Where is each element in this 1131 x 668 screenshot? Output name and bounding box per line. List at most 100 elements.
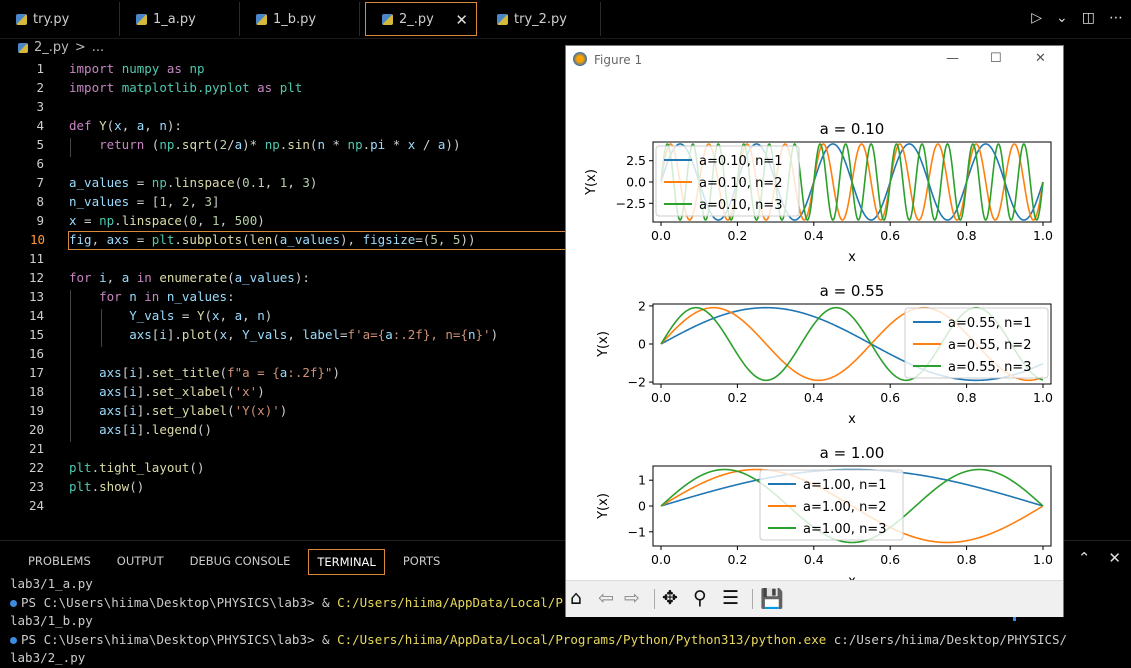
- code-line: 20 axs[i].legend(): [28, 422, 213, 437]
- split-editor-icon[interactable]: ◫: [1081, 10, 1095, 26]
- x-tick-label: 0.2: [727, 228, 747, 243]
- maximize-panel-icon[interactable]: ⌃: [1077, 549, 1091, 567]
- figure-titlebar: Figure 1 — ☐ ✕: [566, 46, 1063, 74]
- y-tick-label: 0: [638, 499, 646, 514]
- tab-ports[interactable]: PORTS: [402, 554, 441, 568]
- status-dot: [10, 599, 17, 607]
- editor-actions: ▷ ⌄ ◫ ⋯: [1031, 10, 1123, 26]
- x-tick-label: 0.0: [651, 228, 671, 243]
- close-icon[interactable]: ✕: [455, 11, 468, 29]
- legend-box: [759, 469, 904, 541]
- x-tick-label: 0.8: [957, 228, 977, 243]
- y-tick-label: −2.5: [616, 196, 646, 211]
- code-line: 18 axs[i].set_xlabel('x'): [28, 384, 265, 399]
- y-axis-label: Y(x): [596, 331, 611, 358]
- x-tick-label: 0.8: [957, 552, 977, 567]
- breadcrumb-separator: >: [74, 40, 86, 55]
- x-tick-label: 0.0: [651, 390, 671, 405]
- x-tick-label: 0.8: [957, 390, 977, 405]
- indent-guide: [70, 290, 71, 442]
- y-tick-label: 0: [638, 337, 646, 352]
- panel-actions: ⌃ ✕: [1078, 549, 1121, 567]
- configure-icon[interactable]: ☰: [722, 587, 740, 609]
- figure-title: Figure 1: [594, 53, 643, 67]
- code-line: 14 Y_vals = Y(x, a, n): [28, 308, 273, 323]
- code-line: 17 axs[i].set_title(f"a = {a:.2f}"): [28, 365, 340, 380]
- pan-icon[interactable]: ✥: [662, 587, 678, 609]
- figure-canvas[interactable]: a = 0.10 0.0 0.2 0.4 0.6 0.8 1.0 x 2.5 0.0 −2.5 Y(x…: [566, 74, 1063, 580]
- tab-1-a-py[interactable]: 1_a.py: [120, 2, 240, 36]
- code-editor[interactable]: 1 import numpy as np 2 import matplotlib.p…: [0, 58, 568, 528]
- close-panel-icon[interactable]: ✕: [1108, 549, 1121, 567]
- tab-problems[interactable]: PROBLEMS: [28, 554, 91, 568]
- code-line: 12 for i, a in enumerate(a_values):: [28, 270, 310, 285]
- x-tick-label: 0.0: [651, 552, 671, 567]
- code-line: 3: [36, 99, 44, 114]
- minimize-icon[interactable]: —: [946, 51, 959, 66]
- toolbar-separator: [654, 589, 655, 609]
- back-icon[interactable]: ⇦: [598, 587, 614, 609]
- legend-label: a=1.00, n=1: [803, 478, 886, 493]
- code-line: 16: [28, 346, 44, 361]
- code-line: 15 axs[i].plot(x, Y_vals, label=f'a={a:.…: [28, 327, 499, 342]
- more-icon[interactable]: ⋯: [1109, 10, 1123, 26]
- series-line: [660, 306, 1044, 382]
- x-axis-label: x: [848, 574, 856, 580]
- code-line: 2 import matplotlib.pyplot as plt: [36, 80, 303, 95]
- x-tick-label: 1.0: [1033, 228, 1053, 243]
- x-tick-label: 1.0: [1033, 552, 1053, 567]
- home-icon[interactable]: ⌂: [570, 587, 583, 609]
- x-axis-label: x: [848, 250, 856, 265]
- indent-guide: [70, 138, 71, 157]
- y-tick-label: 2.5: [626, 153, 646, 168]
- maximize-icon[interactable]: ☐: [990, 51, 1002, 66]
- tab-2-py[interactable]: 2_.py ✕: [365, 2, 477, 36]
- tab-try-2-py[interactable]: try_2.py: [481, 2, 601, 36]
- y-axis-label: Y(x): [596, 493, 611, 520]
- legend-label: a=0.10, n=2: [699, 176, 782, 191]
- forward-icon[interactable]: ⇨: [624, 587, 640, 609]
- x-tick-label: 0.2: [727, 552, 747, 567]
- chart-title: a = 0.10: [820, 120, 885, 138]
- legend-label: a=0.10, n=3: [699, 198, 782, 213]
- python-file-icon: [382, 13, 393, 25]
- breadcrumb-file[interactable]: 2_.py: [34, 40, 69, 55]
- legend-label: a=0.55, n=2: [948, 338, 1031, 353]
- x-tick-label: 0.6: [880, 552, 900, 567]
- y-tick-label: 1: [638, 473, 646, 488]
- legend-label: a=1.00, n=2: [803, 500, 886, 515]
- panel-tabs: PROBLEMS OUTPUT DEBUG CONSOLE TERMINAL P…: [20, 549, 458, 575]
- code-line-current: 10 fig, axs = plt.subplots(len(a_values),…: [30, 231, 568, 250]
- breadcrumb-more[interactable]: ...: [91, 40, 105, 55]
- tab-output[interactable]: OUTPUT: [116, 554, 164, 568]
- run-icon[interactable]: ▷: [1031, 10, 1043, 26]
- tab-try-py[interactable]: try.py: [0, 2, 120, 36]
- tab-1-b-py[interactable]: 1_b.py: [240, 2, 360, 36]
- y-tick-label: −1: [628, 524, 646, 539]
- code-line: 24: [28, 498, 44, 513]
- legend-box: [904, 307, 1049, 379]
- python-file-icon: [18, 42, 28, 53]
- tab-terminal[interactable]: TERMINAL: [308, 549, 385, 575]
- indent-guide: [101, 309, 102, 347]
- x-tick-label: 0.4: [804, 228, 824, 243]
- legend-label: a=0.10, n=1: [699, 154, 782, 169]
- legend-label: a=0.55, n=3: [948, 360, 1031, 375]
- x-tick-label: 0.4: [804, 390, 824, 405]
- terminal-arg: c:/Users/hiima/Desktop/PHYSICS/: [826, 631, 1068, 647]
- chevron-down-icon[interactable]: ⌄: [1056, 10, 1068, 26]
- toolbar-separator: [752, 589, 753, 609]
- python-file-icon: [136, 13, 147, 25]
- x-tick-label: 0.4: [804, 552, 824, 567]
- terminal-path: C:/Users/hiima/AppData/Local/Programs/Py…: [337, 631, 827, 647]
- terminal-line: lab3/1_b.py: [10, 613, 93, 628]
- zoom-icon[interactable]: ⚲: [693, 587, 707, 609]
- close-icon[interactable]: ✕: [1035, 51, 1046, 66]
- chart-title: a = 0.55: [820, 282, 885, 300]
- code-line: 23 plt.show(): [28, 479, 145, 494]
- python-file-icon: [16, 13, 27, 25]
- tab-debug-console[interactable]: DEBUG CONSOLE: [189, 554, 291, 568]
- save-icon[interactable]: 💾: [760, 588, 784, 610]
- code-line: 21: [28, 441, 44, 456]
